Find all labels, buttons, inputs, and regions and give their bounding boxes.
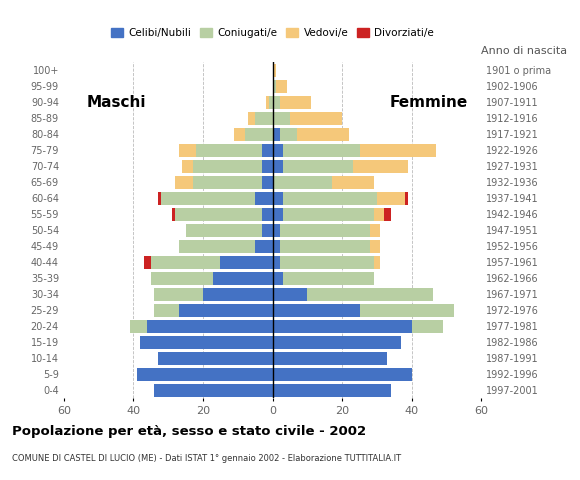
Bar (374, 208, 384, 221)
Bar (273, 256, 280, 269)
Bar (377, 192, 405, 205)
Bar (255, 240, 273, 253)
Bar (412, 320, 443, 333)
Bar (158, 192, 161, 205)
Bar (307, 288, 433, 301)
Bar (203, 288, 273, 301)
Bar (262, 208, 273, 221)
Bar (276, 80, 287, 93)
Bar (220, 256, 273, 269)
Bar (179, 304, 273, 317)
Bar (193, 160, 262, 173)
Bar (262, 144, 273, 157)
Bar (360, 144, 436, 157)
Bar (280, 256, 374, 269)
Bar (273, 96, 280, 109)
Bar (374, 256, 380, 269)
Bar (273, 352, 387, 365)
Bar (332, 176, 374, 189)
Bar (273, 224, 280, 237)
Bar (161, 192, 255, 205)
Text: COMUNE DI CASTEL DI LUCIO (ME) - Dati ISTAT 1° gennaio 2002 - Elaborazione TUTTI: COMUNE DI CASTEL DI LUCIO (ME) - Dati IS… (12, 454, 401, 463)
Bar (196, 144, 262, 157)
Bar (273, 144, 283, 157)
Bar (266, 96, 269, 109)
Text: Maschi: Maschi (86, 95, 146, 110)
Bar (273, 336, 401, 349)
Text: Femmine: Femmine (390, 95, 468, 110)
Bar (273, 368, 412, 381)
Bar (234, 128, 245, 141)
Bar (280, 128, 297, 141)
Bar (154, 304, 179, 317)
Bar (130, 320, 147, 333)
Bar (262, 224, 273, 237)
Bar (273, 128, 280, 141)
Bar (273, 208, 283, 221)
Bar (158, 352, 273, 365)
Bar (283, 208, 374, 221)
Bar (283, 272, 374, 285)
Bar (179, 144, 196, 157)
Bar (147, 320, 273, 333)
Bar (353, 160, 408, 173)
Bar (273, 192, 283, 205)
Bar (273, 64, 276, 77)
Bar (360, 304, 454, 317)
Bar (182, 160, 193, 173)
Bar (273, 384, 391, 397)
Bar (154, 288, 203, 301)
Bar (384, 208, 391, 221)
Bar (280, 224, 370, 237)
Bar (255, 192, 273, 205)
Bar (186, 224, 262, 237)
Bar (280, 240, 370, 253)
Bar (283, 192, 377, 205)
Bar (175, 176, 193, 189)
Bar (262, 160, 273, 173)
Bar (273, 304, 360, 317)
Bar (273, 272, 283, 285)
Bar (175, 208, 262, 221)
Bar (370, 224, 380, 237)
Bar (280, 96, 311, 109)
Bar (273, 240, 280, 253)
Bar (137, 368, 273, 381)
Bar (269, 96, 273, 109)
Bar (154, 384, 273, 397)
Bar (255, 112, 273, 125)
Bar (213, 272, 273, 285)
Bar (283, 144, 360, 157)
Bar (297, 128, 349, 141)
Bar (283, 160, 353, 173)
Bar (370, 240, 380, 253)
Bar (262, 176, 273, 189)
Bar (193, 176, 262, 189)
Bar (273, 80, 276, 93)
Bar (144, 256, 151, 269)
Bar (248, 112, 255, 125)
Bar (273, 176, 332, 189)
Bar (273, 288, 307, 301)
Bar (273, 160, 283, 173)
Text: Anno di nascita: Anno di nascita (481, 46, 567, 56)
Bar (151, 256, 220, 269)
Text: Popolazione per età, sesso e stato civile - 2002: Popolazione per età, sesso e stato civil… (12, 425, 366, 438)
Bar (273, 112, 290, 125)
Bar (179, 240, 255, 253)
Bar (172, 208, 175, 221)
Bar (405, 192, 408, 205)
Legend: Celibi/Nubili, Coniugati/e, Vedovi/e, Divorziati/e: Celibi/Nubili, Coniugati/e, Vedovi/e, Di… (107, 24, 438, 42)
Bar (140, 336, 273, 349)
Bar (151, 272, 213, 285)
Bar (245, 128, 273, 141)
Bar (273, 320, 412, 333)
Bar (290, 112, 342, 125)
